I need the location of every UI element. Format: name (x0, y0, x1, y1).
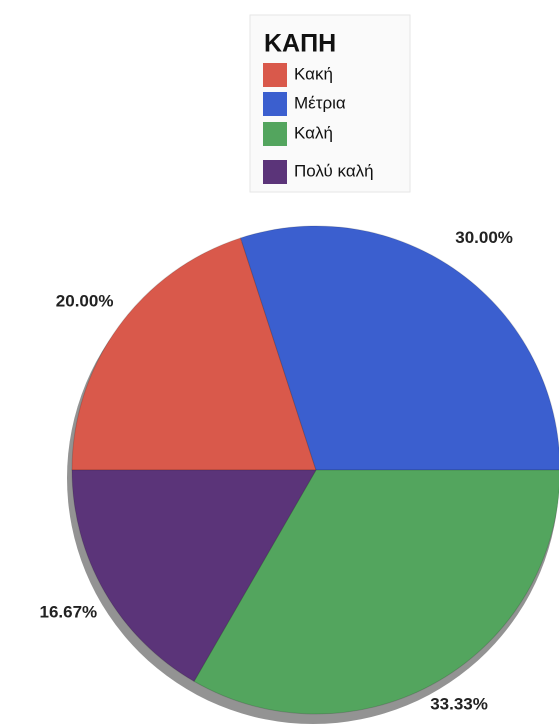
legend-label: Καλή (294, 123, 333, 142)
legend: Κακή Μέτρια Καλή Πολύ καλή (263, 63, 374, 184)
legend-title: ΚΑΠΗ (264, 30, 336, 58)
legend-swatch (263, 92, 287, 116)
pie-slice (239, 225, 559, 471)
pie (71, 225, 559, 715)
data-label: 33.33% (430, 694, 488, 713)
pie-slice (71, 469, 317, 683)
legend-swatch (263, 122, 287, 146)
pie-slice (71, 237, 317, 471)
legend-label: Κακή (294, 64, 333, 83)
legend-label: Πολύ καλή (294, 161, 374, 180)
legend-swatch (263, 160, 287, 184)
labels: 20.00% 30.00% 33.33% 16.67% (39, 228, 512, 713)
data-label: 16.67% (39, 603, 97, 622)
legend-label: Μέτρια (294, 93, 346, 112)
legend-swatch (263, 63, 287, 87)
pie-slice (193, 469, 559, 715)
data-label: 30.00% (455, 228, 513, 247)
data-label: 20.00% (56, 291, 114, 310)
